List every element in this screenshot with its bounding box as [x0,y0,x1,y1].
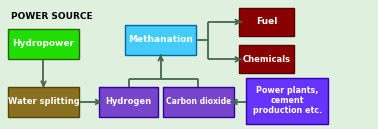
FancyBboxPatch shape [163,87,234,117]
FancyBboxPatch shape [99,87,158,117]
FancyBboxPatch shape [239,45,294,73]
Text: Hydropower: Hydropower [12,39,74,48]
FancyBboxPatch shape [239,8,294,36]
Text: Fuel: Fuel [256,17,277,26]
FancyBboxPatch shape [125,25,196,55]
Text: POWER SOURCE: POWER SOURCE [11,12,93,21]
Text: Hydrogen: Hydrogen [105,97,152,106]
FancyBboxPatch shape [8,29,79,59]
Text: Carbon dioxide: Carbon dioxide [166,97,231,106]
Text: Water splitting: Water splitting [8,97,79,106]
Text: Methanation: Methanation [128,35,193,45]
Text: Chemicals: Chemicals [243,55,290,64]
FancyBboxPatch shape [8,87,79,117]
FancyBboxPatch shape [246,78,328,124]
Text: Power plants,
cement
production etc.: Power plants, cement production etc. [253,86,322,115]
